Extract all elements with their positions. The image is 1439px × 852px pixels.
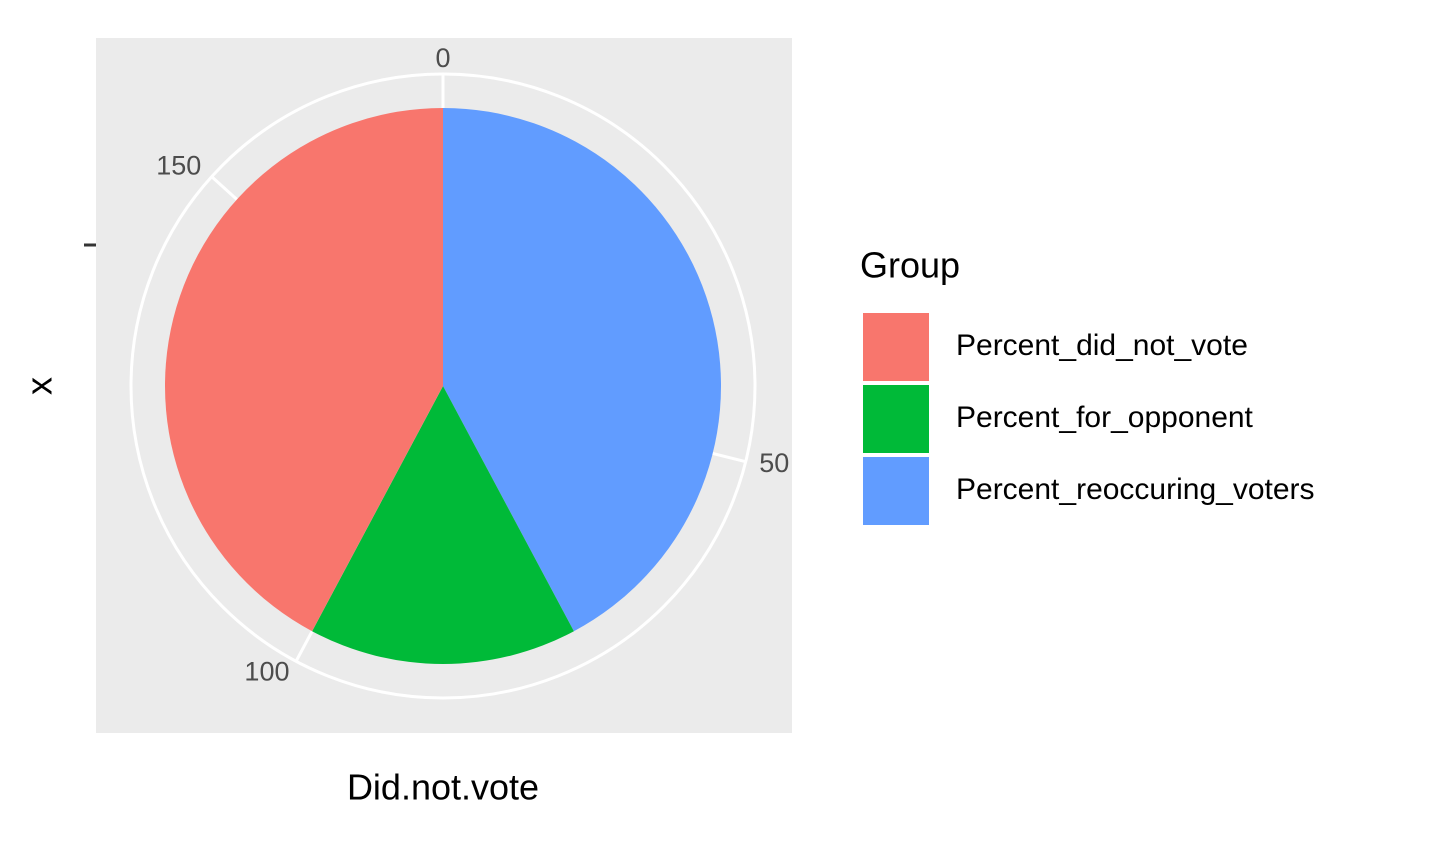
tick-label: 0 — [435, 43, 450, 73]
slice — [164, 108, 443, 632]
legend-label: Percent_for_opponent — [956, 401, 1254, 434]
tick-label: 150 — [156, 150, 201, 180]
tick-label: 100 — [244, 657, 289, 687]
slice — [312, 386, 574, 664]
y-axis-title: x — [19, 377, 60, 395]
legend-swatch — [861, 311, 931, 383]
slice — [443, 108, 722, 632]
legend-title: Group — [860, 245, 960, 286]
legend-swatch — [861, 455, 931, 527]
x-axis-title: Did.not.vote — [347, 767, 539, 808]
slices — [164, 108, 722, 664]
tick-label: 50 — [759, 448, 789, 478]
legend-label: Percent_did_not_vote — [956, 329, 1248, 362]
legend-label: Percent_reoccuring_voters — [956, 473, 1315, 506]
tick-labels: 0 50 100 150 — [156, 43, 789, 687]
legend-swatch — [861, 383, 931, 455]
legend: Percent_did_not_vote Percent_for_opponent… — [861, 311, 1315, 527]
